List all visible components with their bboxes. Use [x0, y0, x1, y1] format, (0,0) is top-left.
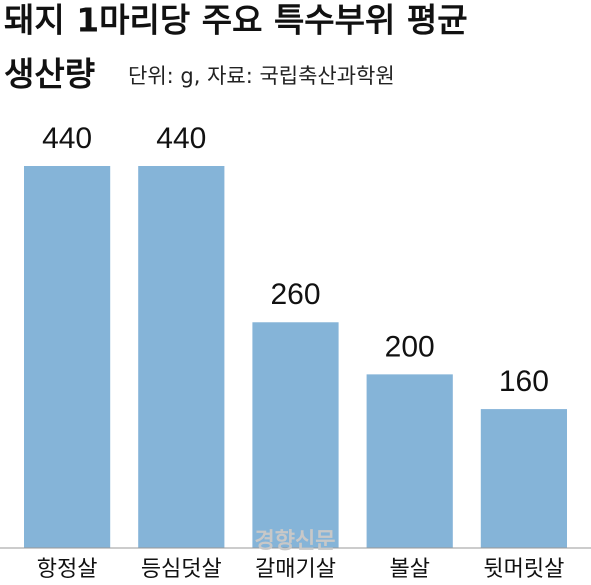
x-tick-label: 항정살 [37, 557, 98, 582]
value-label: 440 [156, 122, 206, 155]
bar [480, 409, 567, 548]
bar [252, 322, 339, 548]
watermark: 경향신문 [255, 529, 336, 554]
x-tick-label: 등심덧살 [141, 557, 222, 582]
chart-subtitle: 단위: g, 자료: 국립축산과학원 [128, 64, 395, 88]
bar [138, 166, 225, 548]
chart-title: 돼지 1마리당 주요 특수부위 평균 [4, 1, 468, 40]
value-label: 260 [270, 278, 320, 311]
x-tick-label: 볼살 [389, 557, 429, 582]
x-tick-label: 뒷머릿살 [483, 557, 564, 582]
chart-title: 생산량 [4, 55, 95, 94]
bar [366, 374, 453, 548]
value-label: 160 [499, 365, 549, 398]
value-label: 200 [385, 330, 435, 363]
x-tick-label: 갈매기살 [255, 557, 336, 582]
bar [24, 166, 111, 548]
value-label: 440 [42, 122, 92, 155]
